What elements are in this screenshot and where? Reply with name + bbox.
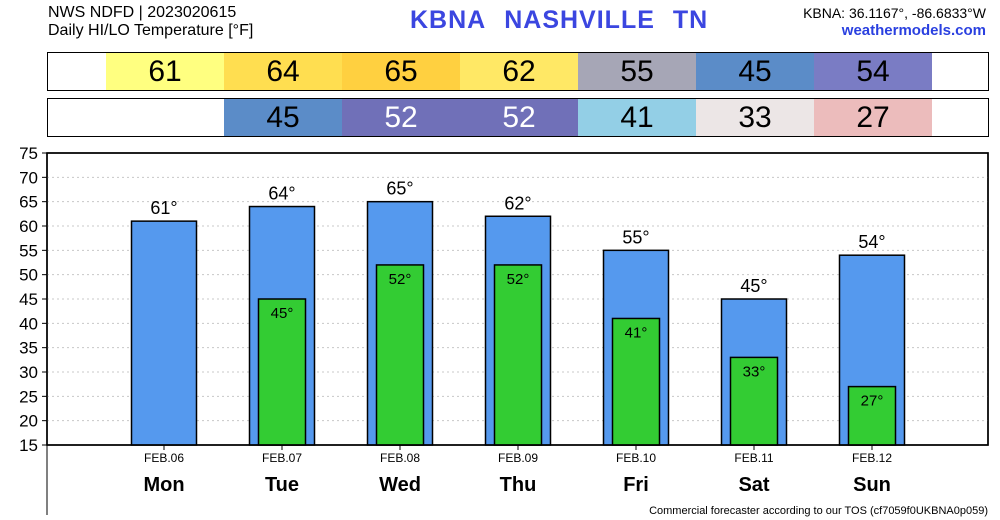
station-state: TN [672, 6, 709, 34]
low-bar [375, 264, 425, 446]
high-bar-label: 62° [504, 193, 531, 213]
station-name: NASHVILLE [504, 6, 655, 34]
day-label: Sun [853, 474, 891, 496]
date-label: FEB.09 [498, 451, 538, 465]
high-bar [130, 220, 198, 446]
low-cell-2: 52 [342, 99, 460, 136]
high-bar-label: 65° [386, 179, 413, 199]
low-cell-3: 52 [460, 99, 578, 136]
high-bar-label: 61° [150, 198, 177, 218]
y-tick-label: 65 [19, 193, 38, 212]
coords-text: KBNA: 36.1167°, -86.6833°W [803, 5, 986, 21]
high-cell-6: 54 [814, 53, 932, 90]
y-tick-label: 55 [19, 241, 38, 260]
high-bar-label: 54° [858, 232, 885, 252]
date-label: FEB.10 [616, 451, 656, 465]
high-cell-4: 55 [578, 53, 696, 90]
date-label: FEB.06 [144, 451, 184, 465]
y-tick-label: 45 [19, 290, 38, 309]
y-tick-label: 60 [19, 217, 38, 236]
high-cell-2: 65 [342, 53, 460, 90]
low-bar-label: 27° [861, 393, 884, 410]
source-line: NWS NDFD | 2023020615 [48, 4, 237, 21]
high-temp-row: 61 64 65 62 55 45 54 [47, 52, 989, 91]
day-label: Mon [143, 474, 184, 496]
y-tick-label: 20 [19, 412, 38, 431]
day-label: Thu [500, 474, 537, 496]
high-bar-label: 64° [268, 184, 295, 204]
day-label: Tue [265, 474, 299, 496]
y-tick-label: 75 [19, 144, 38, 163]
low-bar-label: 41° [625, 324, 648, 341]
date-label: FEB.07 [262, 451, 302, 465]
low-bar [611, 317, 661, 446]
low-temp-row: 45 52 52 41 33 27 [47, 98, 989, 137]
station-code: KBNA [410, 6, 487, 34]
low-bar-label: 45° [271, 305, 294, 322]
station-title: KBNA NASHVILLE TN [410, 6, 726, 35]
y-tick-label: 35 [19, 339, 38, 358]
date-label: FEB.11 [734, 451, 773, 465]
date-label: FEB.08 [380, 451, 420, 465]
low-cell-0 [106, 99, 224, 136]
footer-note: Commercial forecaster according to our T… [649, 505, 988, 517]
high-cell-0: 61 [106, 53, 224, 90]
high-cell-5: 45 [696, 53, 814, 90]
high-bar-label: 45° [740, 276, 767, 296]
day-label: Wed [379, 474, 421, 496]
date-label: FEB.12 [852, 451, 892, 465]
y-tick-label: 40 [19, 314, 38, 333]
y-tick-label: 70 [19, 168, 38, 187]
day-label: Fri [623, 474, 649, 496]
header-left: NWS NDFD | 2023020615 Daily HI/LO Temper… [48, 4, 253, 40]
low-bar-label: 52° [507, 271, 530, 288]
low-bar [847, 385, 897, 446]
high-cell-3: 62 [460, 53, 578, 90]
y-tick-label: 25 [19, 387, 38, 406]
low-bar-label: 52° [389, 271, 412, 288]
low-cell-4: 41 [578, 99, 696, 136]
low-cell-5: 33 [696, 99, 814, 136]
plot-frame [46, 152, 989, 446]
header-right: KBNA: 36.1167°, -86.6833°W weathermodels… [803, 4, 986, 40]
low-cell-6: 27 [814, 99, 932, 136]
product-line: Daily HI/LO Temperature [°F] [48, 22, 254, 39]
site-link[interactable]: weathermodels.com [841, 22, 986, 39]
y-tick-label: 15 [19, 436, 38, 455]
y-tick-label: 50 [19, 266, 38, 285]
high-cell-1: 64 [224, 53, 342, 90]
low-bar-label: 33° [743, 363, 766, 380]
high-bar-label: 55° [622, 227, 649, 247]
low-bar [493, 264, 543, 446]
day-label: Sat [738, 474, 769, 496]
low-cell-1: 45 [224, 99, 342, 136]
y-tick-label: 30 [19, 363, 38, 382]
